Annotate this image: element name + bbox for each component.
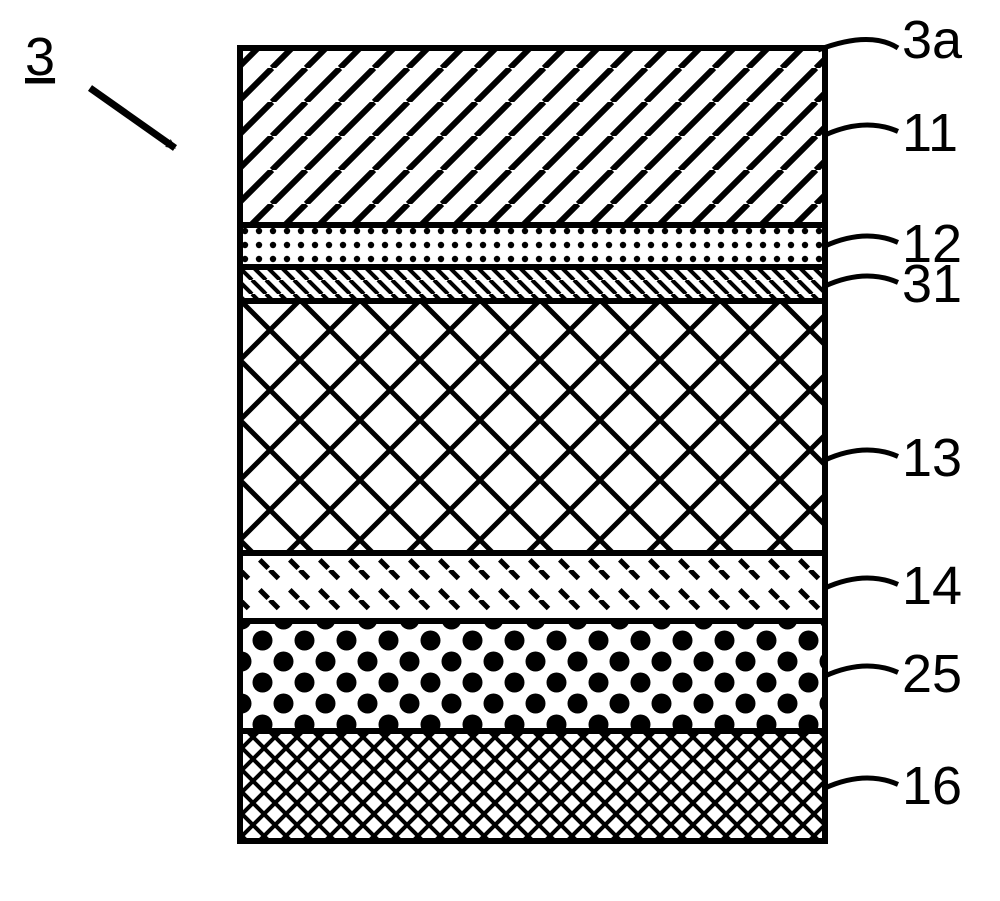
layer-16	[240, 731, 825, 841]
layer-31	[240, 267, 825, 301]
layer-stack-svg: 111231131425163a3	[0, 0, 1000, 901]
label-11: 11	[902, 103, 958, 163]
lead-line-13	[825, 450, 898, 460]
layer-12	[240, 225, 825, 267]
layer-25	[240, 621, 825, 731]
lead-line-3a	[818, 39, 898, 50]
label-16: 16	[902, 756, 962, 816]
assembly-arrow	[90, 88, 175, 148]
label-25: 25	[902, 644, 962, 704]
label-31: 31	[902, 254, 962, 314]
label-14: 14	[902, 556, 962, 616]
layer-11	[240, 48, 825, 225]
layer-14	[240, 553, 825, 621]
figure-canvas: 111231131425163a3	[0, 0, 1000, 901]
lead-line-16	[825, 778, 898, 788]
assembly-label: 3	[25, 27, 55, 87]
label-13: 13	[902, 428, 962, 488]
layer-13	[240, 301, 825, 553]
lead-line-31	[825, 276, 898, 286]
lead-line-25	[825, 666, 898, 676]
lead-line-11	[825, 125, 898, 135]
lead-line-14	[825, 578, 898, 588]
label-3a: 3a	[902, 10, 963, 70]
lead-line-12	[825, 236, 898, 246]
